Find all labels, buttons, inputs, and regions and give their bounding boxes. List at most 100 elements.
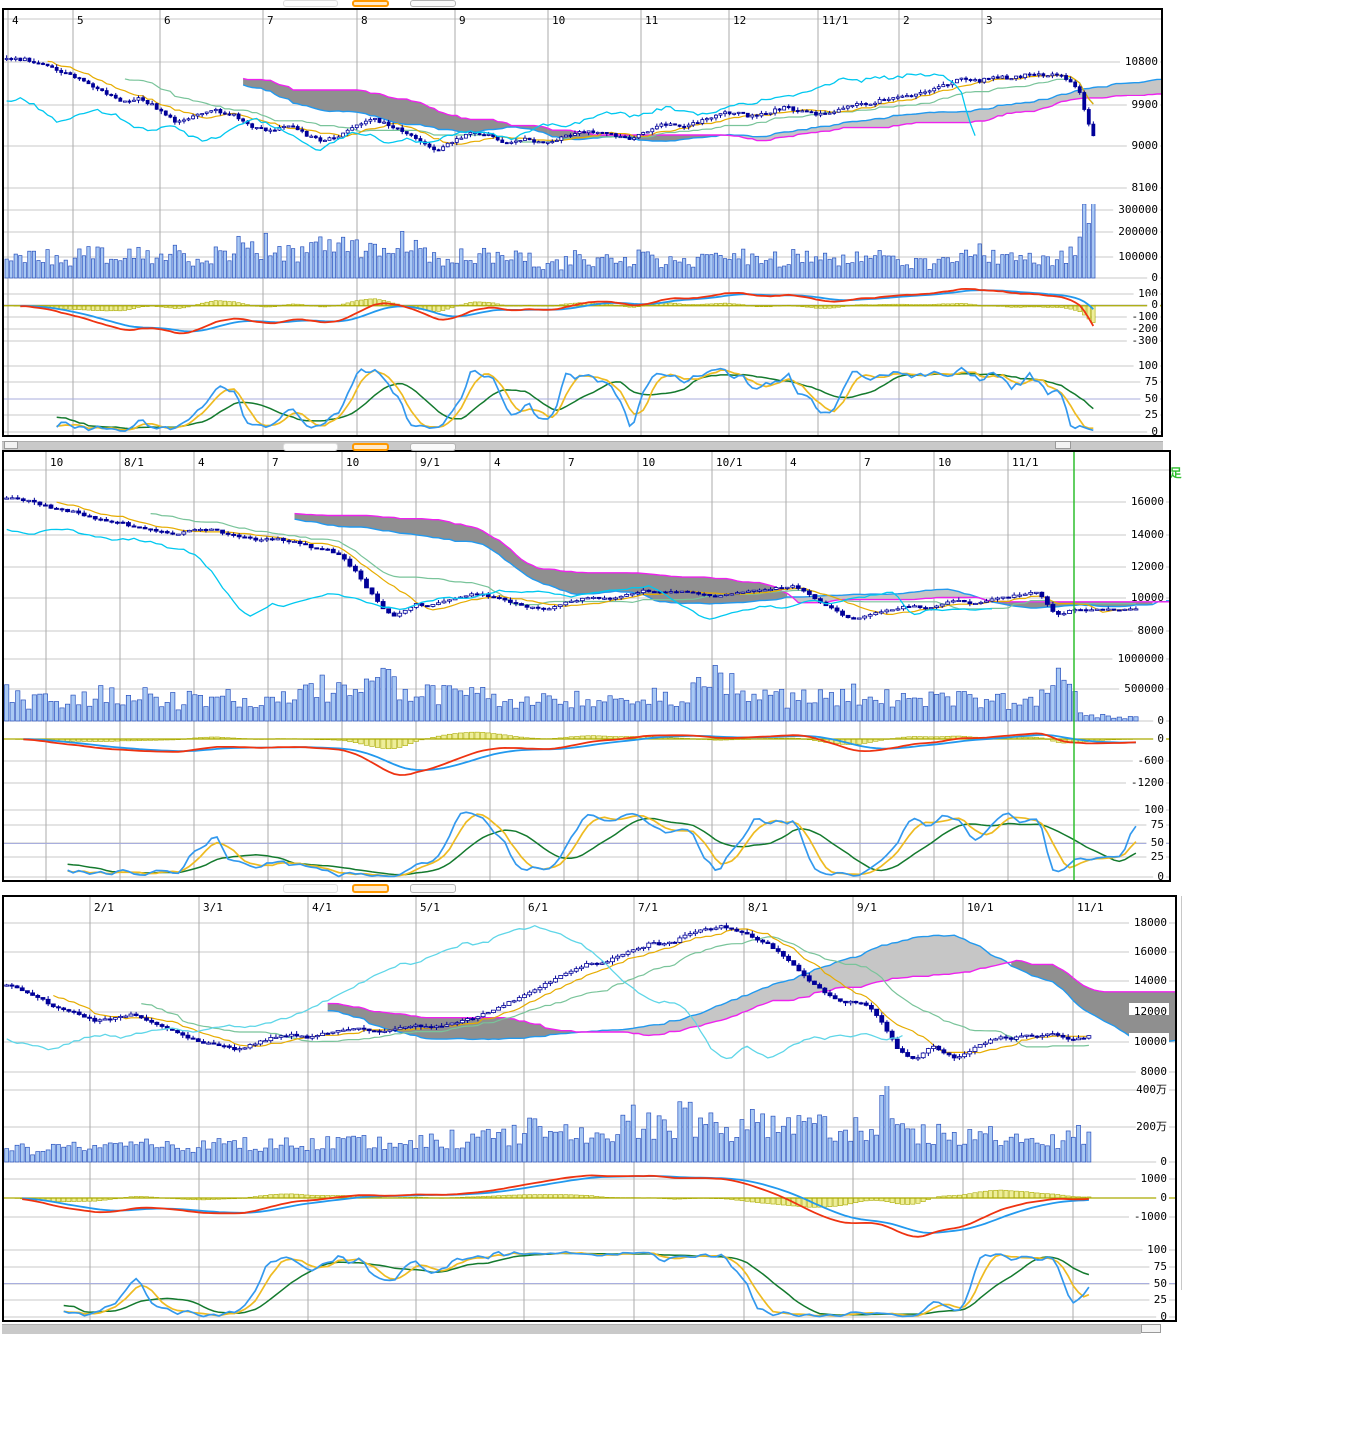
svg-text:50: 50 (1145, 392, 1158, 405)
window-edge-line (1181, 896, 1182, 1290)
svg-text:10/1: 10/1 (967, 901, 994, 914)
partial-button-9[interactable] (410, 884, 456, 893)
svg-text:0: 0 (1157, 732, 1164, 745)
svg-text:500000: 500000 (1124, 682, 1164, 695)
svg-text:4/1: 4/1 (312, 901, 332, 914)
svg-text:10/1: 10/1 (716, 456, 743, 469)
partial-button-3[interactable] (410, 0, 456, 7)
svg-text:10: 10 (938, 456, 951, 469)
svg-text:12: 12 (733, 14, 746, 27)
svg-text:3/1: 3/1 (203, 901, 223, 914)
h-scrollbar-panel-1[interactable] (2, 441, 1203, 450)
svg-text:5: 5 (77, 14, 84, 27)
svg-text:10: 10 (346, 456, 359, 469)
svg-text:5/1: 5/1 (420, 901, 440, 914)
svg-text:25: 25 (1145, 408, 1158, 421)
svg-text:8100: 8100 (1132, 181, 1159, 194)
svg-text:100: 100 (1147, 1243, 1167, 1256)
partial-button-8[interactable] (352, 884, 389, 893)
svg-text:10000: 10000 (1131, 591, 1164, 604)
partial-button-6[interactable] (410, 443, 456, 451)
svg-text:7/1: 7/1 (638, 901, 658, 914)
svg-text:75: 75 (1151, 818, 1164, 831)
svg-text:7: 7 (272, 456, 279, 469)
svg-text:11: 11 (645, 14, 658, 27)
svg-text:11/1: 11/1 (1012, 456, 1039, 469)
partial-button-1[interactable] (283, 0, 338, 7)
svg-text:200万: 200万 (1136, 1120, 1167, 1133)
svg-text:25: 25 (1154, 1293, 1167, 1306)
svg-text:16000: 16000 (1131, 495, 1164, 508)
chart-panel-1: 1080099009000810030000020000010000001000… (2, 8, 1163, 437)
chart-panel-3: 18000160001400012000100008000400万200万010… (2, 895, 1177, 1322)
svg-text:8: 8 (361, 14, 368, 27)
svg-text:400万: 400万 (1136, 1083, 1167, 1096)
h-scrollbar-panel-3[interactable] (2, 1324, 1181, 1334)
svg-text:8/1: 8/1 (748, 901, 768, 914)
svg-text:3: 3 (986, 14, 993, 27)
svg-text:2: 2 (903, 14, 910, 27)
svg-text:10000: 10000 (1134, 1035, 1167, 1048)
svg-text:-200: -200 (1132, 322, 1159, 335)
svg-text:-600: -600 (1138, 754, 1165, 767)
svg-text:8/1: 8/1 (124, 456, 144, 469)
chart-panel-2: 16000 14000 12000 10000 8000 1000000 500000 0 0 -… (2, 450, 1171, 882)
svg-text:-1200: -1200 (1131, 776, 1164, 789)
svg-text:8000: 8000 (1141, 1065, 1168, 1078)
svg-text:4: 4 (494, 456, 501, 469)
svg-text:100000: 100000 (1118, 250, 1158, 263)
svg-text:6/1: 6/1 (528, 901, 548, 914)
partial-button-5[interactable] (352, 443, 389, 451)
h-scrollbar-panel-1-track[interactable] (2, 441, 1163, 450)
svg-text:0: 0 (1160, 1155, 1167, 1168)
h-scrollbar-panel-1-thumb-2[interactable] (1055, 441, 1071, 449)
svg-text:7: 7 (267, 14, 274, 27)
svg-text:14000: 14000 (1134, 974, 1167, 987)
h-scrollbar-panel-1-thumb-1[interactable] (4, 441, 18, 449)
svg-text:-300: -300 (1132, 334, 1159, 347)
svg-text:4: 4 (198, 456, 205, 469)
svg-text:10: 10 (552, 14, 565, 27)
svg-text:16000: 16000 (1134, 945, 1167, 958)
svg-text:10800: 10800 (1125, 55, 1158, 68)
svg-text:0: 0 (1151, 271, 1158, 284)
svg-text:10: 10 (642, 456, 655, 469)
svg-text:0: 0 (1157, 870, 1164, 882)
svg-text:1000000: 1000000 (1118, 652, 1164, 665)
svg-text:25: 25 (1151, 850, 1164, 863)
svg-text:1000: 1000 (1141, 1172, 1168, 1185)
svg-text:2/1: 2/1 (94, 901, 114, 914)
svg-text:10: 10 (50, 456, 63, 469)
svg-text:18000: 18000 (1134, 916, 1167, 929)
svg-text:7: 7 (864, 456, 871, 469)
svg-text:9900: 9900 (1132, 98, 1159, 111)
svg-text:100: 100 (1144, 803, 1164, 816)
svg-text:0: 0 (1160, 1310, 1167, 1322)
svg-text:11/1: 11/1 (1077, 901, 1104, 914)
svg-text:9/1: 9/1 (420, 456, 440, 469)
svg-text:12000: 12000 (1134, 1005, 1167, 1018)
svg-text:8000: 8000 (1138, 624, 1165, 637)
svg-text:75: 75 (1145, 375, 1158, 388)
svg-text:7: 7 (568, 456, 575, 469)
svg-text:-1000: -1000 (1134, 1210, 1167, 1223)
svg-text:11/1: 11/1 (822, 14, 849, 27)
svg-text:14000: 14000 (1131, 528, 1164, 541)
svg-text:75: 75 (1154, 1260, 1167, 1273)
svg-text:12000: 12000 (1131, 560, 1164, 573)
svg-text:4: 4 (790, 456, 797, 469)
svg-text:200000: 200000 (1118, 225, 1158, 238)
svg-text:4: 4 (12, 14, 19, 27)
h-scrollbar-panel-3-thumb-1[interactable] (1141, 1324, 1161, 1333)
partial-button-4[interactable] (283, 443, 338, 451)
svg-text:300000: 300000 (1118, 203, 1158, 216)
h-scrollbar-panel-3-track[interactable] (2, 1324, 1141, 1334)
partial-button-7[interactable] (283, 884, 338, 893)
partial-button-2[interactable] (352, 0, 389, 7)
svg-text:9000: 9000 (1132, 139, 1159, 152)
svg-text:6: 6 (164, 14, 171, 27)
svg-text:9: 9 (459, 14, 466, 27)
svg-text:-100: -100 (1132, 310, 1159, 323)
svg-text:50: 50 (1151, 836, 1164, 849)
